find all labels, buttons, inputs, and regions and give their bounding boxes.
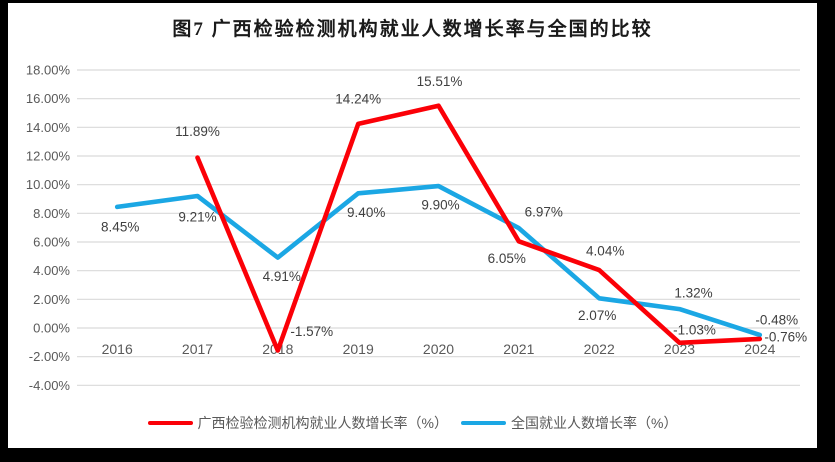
data-label: -1.57%: [290, 324, 333, 339]
y-tick-label: 10.00%: [26, 177, 71, 192]
x-tick-label: 2020: [423, 341, 454, 357]
y-tick-label: 8.00%: [33, 206, 70, 221]
x-tick-label: 2024: [744, 341, 775, 357]
data-label: -1.03%: [673, 322, 716, 337]
y-tick-label: 16.00%: [26, 91, 71, 106]
data-label: 14.24%: [335, 91, 381, 106]
y-tick-label: 18.00%: [26, 63, 71, 78]
x-tick-label: 2019: [343, 341, 374, 357]
x-tick-label: 2021: [503, 341, 534, 357]
data-label: 6.05%: [488, 251, 526, 266]
chart-legend: 广西检验检测机构就业人数增长率（%） 全国就业人数增长率（%）: [8, 413, 817, 433]
data-label: 8.45%: [101, 219, 139, 234]
data-label: 9.21%: [178, 210, 216, 225]
x-tick-label: 2023: [664, 341, 695, 357]
data-label: 9.40%: [347, 205, 385, 220]
y-tick-label: 2.00%: [33, 292, 70, 307]
data-label: 4.04%: [586, 244, 624, 259]
legend-label-guangxi: 广西检验检测机构就业人数增长率（%）: [197, 415, 448, 431]
data-label: 4.91%: [263, 269, 301, 284]
y-tick-label: 0.00%: [33, 321, 70, 336]
y-tick-label: -2.00%: [29, 349, 71, 364]
y-tick-label: -4.00%: [29, 378, 71, 393]
legend-item-national: 全国就业人数增长率（%）: [461, 413, 677, 433]
data-label: 11.89%: [175, 124, 220, 139]
data-label: -0.48%: [755, 312, 798, 327]
chart-title: 图7 广西检验检测机构就业人数增长率与全国的比较: [172, 19, 653, 40]
data-label: 9.90%: [421, 198, 459, 213]
y-tick-label: 12.00%: [26, 149, 71, 164]
legend-swatch-red-line: [147, 420, 193, 426]
data-label: 1.32%: [674, 286, 712, 301]
data-label: 2.07%: [578, 308, 616, 323]
x-tick-label: 2016: [102, 341, 133, 357]
y-tick-label: 14.00%: [26, 120, 71, 135]
y-tick-label: 6.00%: [33, 235, 70, 250]
chart-canvas: 图7 广西检验检测机构就业人数增长率与全国的比较 18.00% 16.00% 14.…: [8, 3, 817, 448]
data-label: 6.97%: [525, 205, 563, 220]
y-tick-label: 4.00%: [33, 263, 70, 278]
x-tick-label: 2022: [584, 341, 615, 357]
line-chart-plot: 18.00% 16.00% 14.00% 12.00% 10.00% 8.00% 6.00%…: [26, 63, 807, 393]
legend-swatch-blue-line: [461, 420, 506, 426]
legend-item-guangxi: 广西检验检测机构就业人数增长率（%）: [147, 413, 448, 433]
series-line-0: [195, 103, 763, 353]
x-tick-label: 2017: [182, 341, 213, 357]
data-label: -0.76%: [764, 329, 807, 344]
legend-label-national: 全国就业人数增长率（%）: [511, 415, 678, 431]
data-label: 15.51%: [417, 74, 463, 89]
